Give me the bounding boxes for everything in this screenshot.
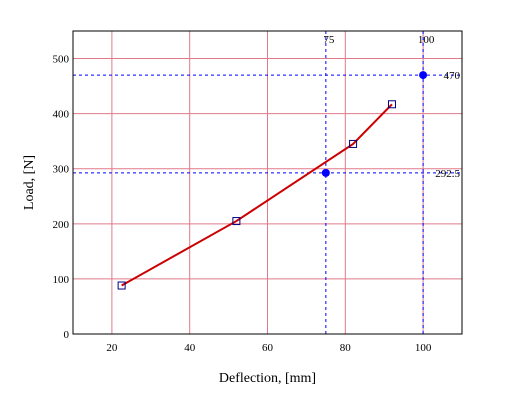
- y-tick-label: 200: [53, 219, 70, 231]
- x-tick-label: 100: [415, 342, 432, 354]
- y-tick-label: 400: [53, 109, 70, 121]
- reference-label-vertical: 75: [323, 34, 335, 46]
- y-axis-title: Load, [N]: [22, 155, 37, 210]
- reference-label-horizontal: 292.5: [435, 168, 460, 180]
- data-point-marker: [349, 139, 358, 148]
- data-series-line: [121, 103, 393, 287]
- grid: [73, 31, 462, 335]
- x-tick-label: 40: [184, 342, 196, 354]
- x-tick-label: 20: [106, 342, 118, 354]
- data-point-marker: [117, 281, 126, 290]
- reference-label-horizontal: 470: [444, 70, 461, 82]
- y-tick-label: 500: [53, 54, 70, 66]
- data-point-marker: [387, 100, 396, 109]
- plot-series: [117, 71, 428, 290]
- plot-frame: [72, 30, 463, 335]
- axis-ticks: 20 40 60 80 100 0 100 200 300 400 500: [53, 54, 432, 354]
- reference-lines: 75 100 470 292.5: [73, 31, 462, 334]
- y-tick-label: 300: [53, 164, 70, 176]
- x-axis-title: Deflection, [mm]: [219, 371, 316, 386]
- reference-label-vertical: 100: [418, 34, 435, 46]
- reference-point-marker: [419, 71, 428, 80]
- reference-point-marker: [321, 168, 330, 177]
- x-tick-label: 60: [262, 342, 274, 354]
- x-tick-label: 80: [340, 342, 352, 354]
- data-point-marker: [232, 217, 241, 226]
- y-tick-label: 100: [53, 274, 70, 286]
- y-tick-label: 0: [64, 329, 70, 341]
